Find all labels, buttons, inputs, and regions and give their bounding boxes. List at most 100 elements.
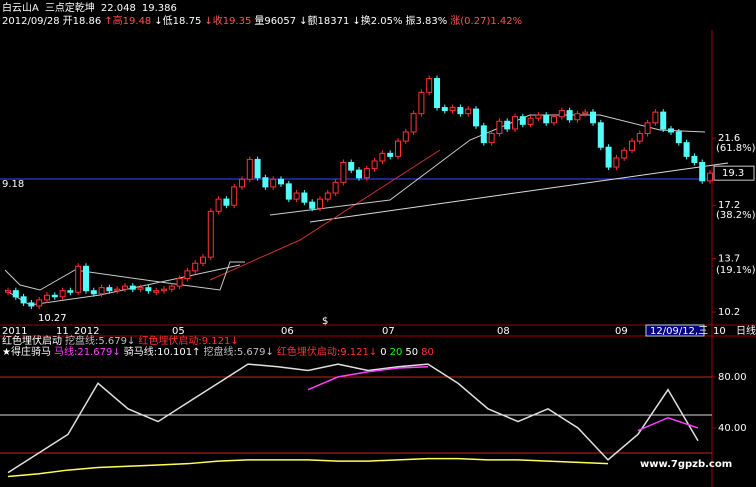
- candle: [285, 183, 292, 200]
- indicator-legend-item: 20: [390, 347, 403, 358]
- candle: [161, 288, 167, 292]
- candle: [254, 158, 261, 179]
- candle: [317, 198, 323, 209]
- candle: [122, 285, 128, 290]
- candle: [340, 161, 347, 183]
- percent-label: (38.2%): [716, 210, 756, 221]
- candle: [426, 78, 433, 93]
- candle: [114, 288, 121, 292]
- candle: [246, 158, 253, 180]
- indicator-legend-item: 挖盘线:5.679↓: [203, 345, 273, 358]
- low-label: 10.27: [38, 313, 67, 324]
- last-price: 19.3: [722, 168, 744, 179]
- candle: [153, 290, 160, 293]
- candle: [184, 270, 191, 279]
- candle: [473, 108, 479, 127]
- candle: [51, 294, 58, 298]
- candle: [192, 262, 199, 272]
- candle: [543, 114, 550, 124]
- candle: [239, 178, 245, 188]
- candle: [535, 114, 542, 119]
- quote-line-item: 涨(0.27)1.42%: [450, 15, 522, 27]
- candle: [20, 296, 27, 304]
- x-label: 日线: [736, 324, 756, 337]
- candle: [566, 110, 573, 121]
- candle: [488, 132, 495, 144]
- candle: [410, 113, 417, 133]
- candle: [324, 192, 331, 200]
- candle: [512, 116, 518, 130]
- quote-line-item: ↓换2.05%: [352, 14, 402, 27]
- candle: [457, 107, 464, 115]
- candle: [660, 111, 667, 130]
- indicator-legend-item: 80: [421, 347, 434, 358]
- candle: [5, 290, 11, 293]
- title-item: 白云山A: [2, 1, 39, 14]
- x-label: 06: [281, 326, 294, 337]
- date-box: [645, 324, 705, 337]
- candle: [332, 181, 339, 194]
- candle: [613, 157, 620, 168]
- y-tick-label: 10.2: [718, 307, 740, 318]
- candle: [90, 290, 97, 295]
- indicator-legend-item: 0: [380, 347, 386, 358]
- channel-line: [4, 261, 245, 291]
- candle: [293, 192, 300, 200]
- candle: [44, 294, 50, 301]
- title-item: 22.048: [101, 3, 136, 14]
- channel-line: [4, 264, 241, 306]
- candle: [75, 265, 82, 293]
- indicator-title-item: 红色埋伏启动: [2, 334, 62, 347]
- percent-label: (61.8%): [716, 143, 756, 154]
- x-label: 05: [172, 326, 185, 337]
- candle: [223, 198, 230, 206]
- title-item: 19.386: [142, 3, 177, 14]
- price-box: [713, 165, 755, 181]
- candle: [379, 152, 386, 162]
- candle: [652, 111, 659, 124]
- candle: [504, 120, 511, 130]
- candle: [59, 290, 66, 298]
- x-label: 07: [382, 326, 395, 337]
- candle: [605, 146, 612, 168]
- title: 白云山A 三点定乾坤 22.048 19.386: [2, 1, 177, 14]
- candle: [301, 192, 308, 203]
- y-tick-label: 80.00: [718, 372, 747, 383]
- y-tick-label: 40.00: [718, 423, 747, 434]
- candle: [590, 111, 596, 124]
- quote-line-item: 振3.83%: [406, 14, 448, 27]
- indicator-line: [7, 457, 609, 478]
- candle: [395, 140, 401, 157]
- indicator-line: [7, 363, 699, 474]
- candle: [363, 168, 370, 179]
- candle: [12, 290, 19, 298]
- candle: [574, 113, 581, 121]
- quote-line-item: ↓额18371: [299, 14, 349, 27]
- candle: [98, 287, 105, 295]
- candle: [644, 122, 651, 134]
- candle: [67, 290, 74, 293]
- indicator-legend-item: 红色埋伏启动:9.121↓: [277, 345, 377, 358]
- x-label: 08: [497, 326, 510, 337]
- candle: [129, 285, 136, 290]
- candle: [621, 149, 628, 159]
- candle: [270, 178, 277, 188]
- candle: [465, 108, 472, 115]
- indicator-legend: ★得庄骑马 马线:21.679↓ 骑马线:10.101↑ 挖盘线:5.679↓ 红色埋伏…: [2, 345, 434, 358]
- indicator-legend-item: 骑马线:10.101↑: [124, 345, 201, 358]
- x-label: 12/09/12,三: [650, 326, 708, 337]
- candle: [418, 91, 425, 115]
- indicator-line: [307, 365, 699, 432]
- indicator-legend-item: 50: [405, 347, 418, 358]
- trend-line: [209, 149, 441, 281]
- candle: [402, 131, 409, 142]
- quote-line-item: ↓收19.35: [204, 14, 251, 27]
- candle: [207, 210, 214, 258]
- candle: [200, 256, 206, 264]
- candle: [168, 285, 175, 290]
- y-tick-label: 21.6: [718, 133, 740, 144]
- quote-line-item: 2012/09/28: [2, 16, 60, 27]
- candle: [348, 161, 355, 171]
